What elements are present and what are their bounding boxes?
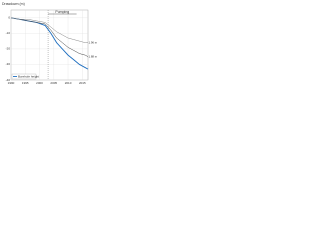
y-tick-label: -40 — [6, 78, 11, 82]
annotation-text: Pumping — [55, 10, 69, 14]
page: Drawdown (m) -40 -30 -20 -10 0 1990 1995 2000 20… — [0, 0, 100, 91]
chart: Drawdown (m) -40 -30 -20 -10 0 1990 1995 2000 20… — [0, 0, 100, 91]
x-tick-label: 1990 — [8, 81, 15, 85]
x-tick-label: 2000 — [36, 81, 43, 85]
legend-label: Borehole height — [18, 74, 39, 78]
series-label: 1.88 m — [89, 54, 98, 58]
series-line — [10, 17, 89, 57]
y-tick-label: 0 — [8, 16, 10, 20]
x-tick-label: 1995 — [22, 81, 29, 85]
x-tick-label: 2010 — [65, 81, 72, 85]
x-tick-label: 2005 — [50, 81, 57, 85]
legend-box — [11, 73, 37, 80]
y-tick-label: -10 — [6, 31, 11, 35]
series-line — [10, 17, 88, 43]
series-label: 1.96 m — [89, 40, 98, 44]
y-tick-label: -30 — [6, 62, 11, 66]
y-tick-label: -20 — [6, 47, 11, 51]
x-tick-label: 2015 — [79, 81, 86, 85]
chart-title: Drawdown (m) — [2, 2, 25, 6]
